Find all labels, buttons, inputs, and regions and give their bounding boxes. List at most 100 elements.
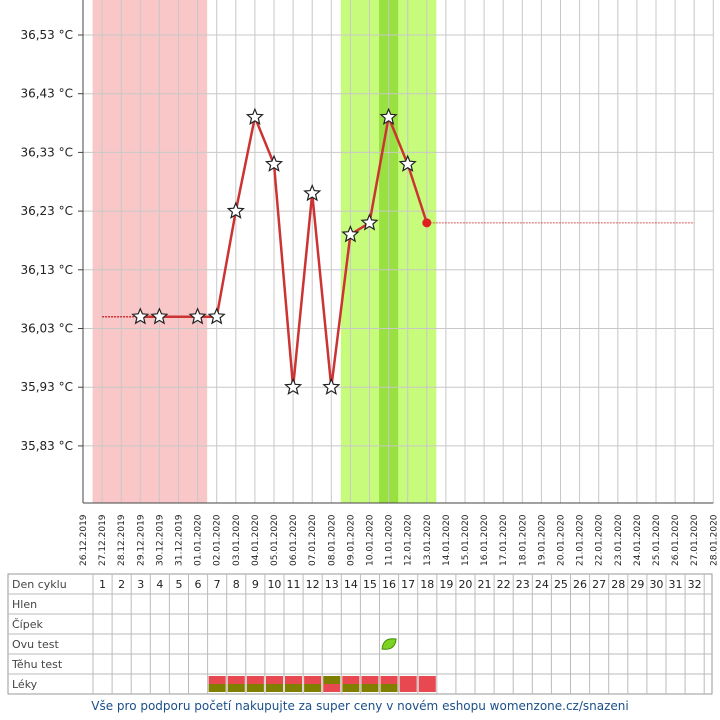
cycle-day-number: 30 <box>649 578 663 591</box>
temp-point-star <box>398 154 417 172</box>
temp-point-star <box>303 183 322 202</box>
temp-point-star <box>379 107 398 125</box>
x-tick-label: 03.01.2020 <box>232 514 242 566</box>
medication-cell-bottom <box>399 684 417 692</box>
cycle-day-number: 29 <box>630 578 644 591</box>
x-tick-label: 04.01.2020 <box>251 514 261 566</box>
x-tick-label: 16.01.2020 <box>480 514 490 566</box>
footer-shop-link[interactable]: Vše pro podporu početí nakupujte za supe… <box>91 699 629 713</box>
medication-cell-bottom <box>380 684 398 692</box>
cycle-day-number: 4 <box>156 578 163 591</box>
medication-cell-top <box>399 676 417 684</box>
x-tick-label: 15.01.2020 <box>461 514 471 566</box>
cycle-day-number: 20 <box>458 578 472 591</box>
x-tick-label: 10.01.2020 <box>366 514 376 566</box>
medication-cell-top <box>304 676 322 684</box>
x-tick-label: 19.01.2020 <box>537 514 547 566</box>
cycle-day-number: 28 <box>611 578 625 591</box>
x-tick-label: 27.12.2019 <box>98 514 108 566</box>
x-tick-label: 28.12.2019 <box>117 514 127 566</box>
medication-cell-bottom <box>265 684 283 692</box>
cycle-day-number: 25 <box>554 578 568 591</box>
cycle-day-number: 9 <box>252 578 259 591</box>
temp-line <box>140 112 428 388</box>
x-tick-label: 01.01.2020 <box>194 514 204 566</box>
cycle-day-number: 23 <box>516 578 530 591</box>
medication-cell-top <box>285 676 303 684</box>
x-tick-label: 27.01.2020 <box>690 514 700 566</box>
x-tick-label: 31.12.2019 <box>175 514 185 566</box>
x-tick-label: 28.01.2020 <box>709 514 719 566</box>
x-tick-label: 20.01.2020 <box>557 514 567 566</box>
cycle-day-number: 12 <box>306 578 320 591</box>
medication-cell-top <box>380 676 398 684</box>
cycle-day-number: 15 <box>363 578 377 591</box>
cycle-day-number: 3 <box>137 578 144 591</box>
medication-cell-bottom <box>304 684 322 692</box>
x-tick-label: 21.01.2020 <box>576 514 586 566</box>
cycle-day-number: 5 <box>175 578 182 591</box>
temp-point-star <box>245 107 264 125</box>
medication-cell-top <box>246 676 264 684</box>
cycle-day-number: 14 <box>344 578 358 591</box>
table-row-label: Hlen <box>12 598 37 611</box>
x-tick-label: 17.01.2020 <box>499 514 509 566</box>
x-tick-label: 12.01.2020 <box>404 514 414 566</box>
medication-cell-bottom <box>361 684 379 692</box>
x-tick-label: 08.01.2020 <box>327 514 337 566</box>
y-tick-label: 35,83 °C <box>20 439 73 453</box>
cycle-day-number: 11 <box>287 578 301 591</box>
y-tick-label: 35,93 °C <box>20 380 73 394</box>
temp-point-star <box>360 213 379 231</box>
phase-band-0 <box>92 0 208 503</box>
cycle-day-number: 8 <box>233 578 240 591</box>
cycle-day-number: 26 <box>573 578 587 591</box>
medication-cell-top <box>361 676 379 684</box>
cycle-day-number: 27 <box>592 578 606 591</box>
temp-point-star <box>284 377 303 395</box>
cycle-day-number: 13 <box>325 578 339 591</box>
medication-cell-top <box>418 676 436 684</box>
x-tick-label: 05.01.2020 <box>270 514 280 566</box>
y-tick-label: 36,43 °C <box>20 87 73 101</box>
x-tick-label: 29.12.2019 <box>136 514 146 566</box>
medication-cell-top <box>323 676 341 684</box>
x-tick-label: 13.01.2020 <box>423 514 433 566</box>
cycle-day-number: 7 <box>214 578 221 591</box>
cycle-day-number: 1 <box>99 578 106 591</box>
y-tick-label: 36,03 °C <box>20 322 73 336</box>
cycle-day-number: 18 <box>420 578 434 591</box>
x-tick-label: 26.12.2019 <box>79 514 89 566</box>
temp-point-star <box>226 201 245 219</box>
y-tick-label: 36,13 °C <box>20 263 73 277</box>
table-row-label: Těhu test <box>11 658 63 671</box>
table-row-label: Den cyklu <box>12 578 67 591</box>
table-row-label: Ovu test <box>12 638 59 651</box>
medication-cell-bottom <box>342 684 360 692</box>
x-tick-label: 22.01.2020 <box>595 514 605 566</box>
medication-cell-top <box>342 676 360 684</box>
cycle-day-number: 32 <box>688 578 702 591</box>
x-tick-label: 18.01.2020 <box>518 514 528 566</box>
medication-cell-top <box>265 676 283 684</box>
cycle-day-number: 10 <box>267 578 281 591</box>
x-tick-label: 09.01.2020 <box>346 514 356 566</box>
temp-point-star <box>188 307 207 325</box>
ovu-test-leaf-icon <box>381 638 397 650</box>
cycle-day-number: 17 <box>401 578 415 591</box>
x-tick-label: 30.12.2019 <box>155 514 165 566</box>
x-tick-label: 23.01.2020 <box>614 514 624 566</box>
cycle-day-number: 22 <box>497 578 511 591</box>
x-tick-label: 02.01.2020 <box>213 514 223 566</box>
medication-cell-bottom <box>285 684 303 692</box>
temp-point-star <box>207 307 226 325</box>
y-tick-label: 36,33 °C <box>20 145 73 159</box>
x-tick-label: 07.01.2020 <box>308 514 318 566</box>
temp-point-star <box>131 307 150 325</box>
x-tick-label: 26.01.2020 <box>671 514 681 566</box>
table-row-label: Čípek <box>12 618 43 631</box>
medication-cell-top <box>208 676 226 684</box>
medication-cell-bottom <box>227 684 245 692</box>
medication-cell-bottom <box>323 684 341 692</box>
